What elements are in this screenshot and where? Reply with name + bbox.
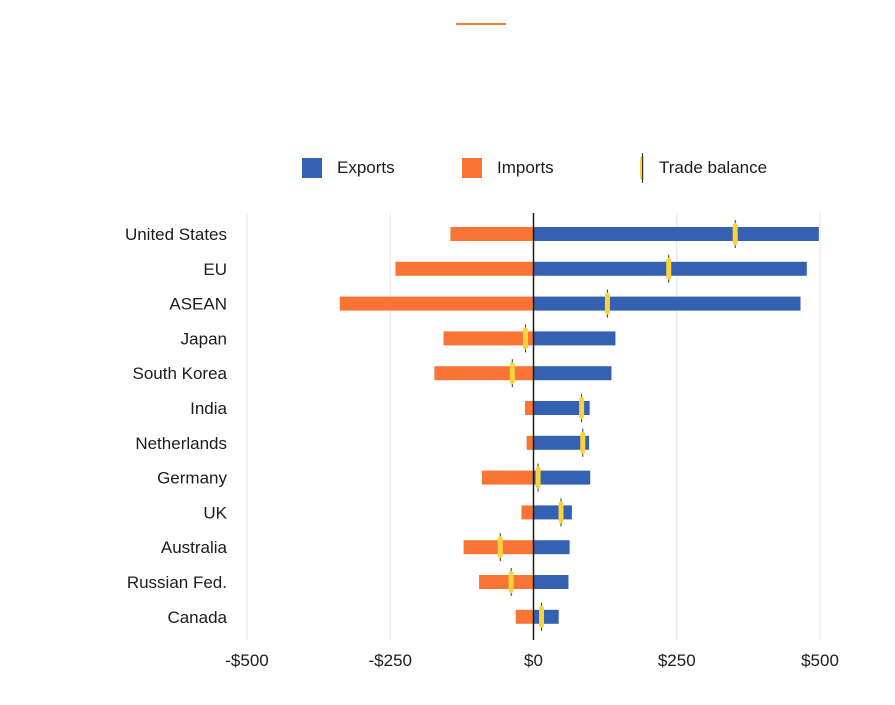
imports-bar (395, 261, 534, 276)
trade-balance-marker (604, 292, 610, 315)
legend-label-imports: Imports (497, 158, 554, 177)
category-label: Australia (161, 538, 228, 557)
x-tick-label: $250 (658, 651, 696, 670)
category-label: Canada (167, 608, 227, 627)
trade-balance-marker (522, 327, 528, 350)
trade-balance-marker (508, 571, 514, 593)
imports-bar (479, 575, 534, 589)
exports-bar (533, 366, 612, 381)
legend-label-exports: Exports (337, 158, 395, 177)
imports-bar (450, 227, 534, 241)
imports-bar (515, 609, 534, 624)
exports-bar (533, 227, 819, 241)
imports-bar (443, 331, 534, 346)
category-label: EU (203, 260, 227, 279)
category-label: Germany (157, 469, 227, 488)
x-tick-label: -$500 (225, 651, 268, 670)
legend-item-trade-balance: Trade balance (640, 153, 768, 183)
header-accent-line (456, 23, 506, 25)
imports-bar (339, 296, 534, 311)
legend-item-imports: Imports (462, 155, 554, 181)
trade-balance-marker (535, 466, 541, 489)
legend-item-exports: Exports (302, 155, 395, 181)
category-label: India (190, 399, 227, 418)
legend-label-trade-balance: Trade balance (659, 158, 768, 177)
imports-bar (526, 435, 534, 450)
exports-bar (533, 401, 590, 415)
trade-balance-marker (539, 605, 545, 628)
imports-bar (481, 470, 534, 485)
category-label: Russian Fed. (127, 573, 227, 592)
trade-balance-marker (509, 362, 515, 385)
trade-balance-marker (558, 501, 564, 524)
exports-bar (533, 331, 616, 346)
exports-swatch (302, 158, 322, 178)
imports-bar (434, 366, 534, 381)
category-label: Japan (181, 329, 227, 348)
category-label: United States (125, 225, 227, 244)
trade-balance-marker (666, 257, 672, 280)
exports-bar (533, 435, 590, 450)
trade-balance-swatch (640, 153, 644, 183)
imports-swatch (462, 158, 482, 178)
category-label: South Korea (132, 364, 227, 383)
exports-bar (533, 470, 591, 485)
x-tick-label: $0 (524, 651, 543, 670)
exports-bar (533, 505, 572, 520)
imports-bar (524, 401, 534, 415)
trade-balance-marker (497, 536, 503, 559)
x-tick-label: $500 (801, 651, 839, 670)
trade-balance-marker (732, 223, 738, 245)
category-label: ASEAN (169, 295, 227, 314)
exports-bar (533, 296, 801, 311)
chart-legend: Exports Imports Trade balance (0, 153, 895, 183)
imports-bar (521, 505, 534, 520)
trade-balance-marker (580, 431, 586, 454)
category-label: UK (203, 503, 227, 522)
exports-bar (533, 575, 569, 589)
x-tick-label: -$250 (369, 651, 412, 670)
trade-balance-marker (579, 397, 585, 419)
category-label: Netherlands (135, 434, 227, 453)
exports-bar (533, 609, 559, 624)
exports-bar (533, 540, 570, 555)
